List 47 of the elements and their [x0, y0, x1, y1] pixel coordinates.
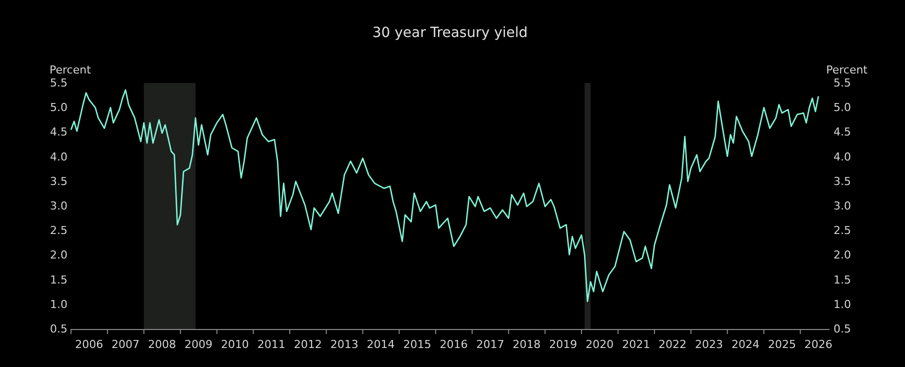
y2-tick-label: 2.0 [834, 248, 851, 262]
y-tick-label: 4.0 [50, 150, 68, 164]
x-tick-label: 2020 [586, 338, 614, 351]
y2-tick-label: 4.5 [834, 126, 851, 139]
x-tick-label: 2018 [512, 338, 541, 351]
y2-tick-label: 0.5 [834, 322, 851, 336]
x-tick-label: 2006 [75, 338, 104, 351]
y2-tick-label: 5.5 [834, 76, 851, 90]
x-tick-label: 2022 [658, 338, 687, 351]
x-tick-label: 2009 [184, 338, 212, 351]
x-tick-label: 2014 [366, 338, 395, 351]
y-tick-label: 2.5 [50, 224, 68, 238]
x-tick-label: 2013 [330, 338, 358, 351]
x-tick-label: 2025 [768, 338, 796, 351]
y2-tick-label: 2.5 [834, 224, 851, 238]
x-tick-label: 2017 [476, 338, 504, 351]
x-tick-label: 2026 [804, 338, 832, 351]
x-tick-label: 2021 [622, 338, 650, 351]
x-tick-label: 2019 [549, 338, 578, 351]
y-tick-label: 3.5 [50, 174, 68, 188]
x-tick-label: 2008 [148, 338, 176, 351]
chart-title: 30 year Treasury yield [372, 25, 528, 41]
y-tick-label: 1.0 [50, 298, 68, 311]
y-tick-label: 3.0 [50, 200, 68, 212]
x-tick-label: 2023 [694, 338, 723, 351]
y2-tick-label: 3.5 [834, 174, 851, 188]
y2-tick-label: 5.0 [834, 101, 851, 114]
y2-axis-title: Percent [826, 64, 868, 76]
y-tick-label: 0.5 [50, 322, 68, 336]
y2-tick-label: 4.0 [834, 150, 851, 164]
x-tick-label: 2007 [112, 338, 140, 351]
x-tick-label: 2024 [732, 338, 760, 351]
y-axis-title: Percent [50, 64, 92, 76]
y-tick-label: 5.5 [50, 76, 68, 90]
x-tick-label: 2011 [257, 338, 286, 351]
y-tick-label: 5.0 [50, 101, 68, 114]
y-tick-label: 4.5 [50, 126, 68, 139]
y-tick-label: 1.5 [50, 273, 68, 286]
line-series [70, 89, 820, 302]
y2-tick-label: 1.0 [834, 298, 851, 311]
x-tick-label: 2010 [220, 338, 249, 351]
x-tick-label: 2016 [440, 338, 468, 351]
y2-tick-label: 3.0 [834, 200, 851, 212]
y-tick-label: 2.0 [50, 248, 68, 262]
x-tick-label: 2015 [403, 338, 432, 351]
x-tick-label: 2012 [294, 338, 322, 351]
y2-tick-label: 1.5 [834, 273, 851, 286]
